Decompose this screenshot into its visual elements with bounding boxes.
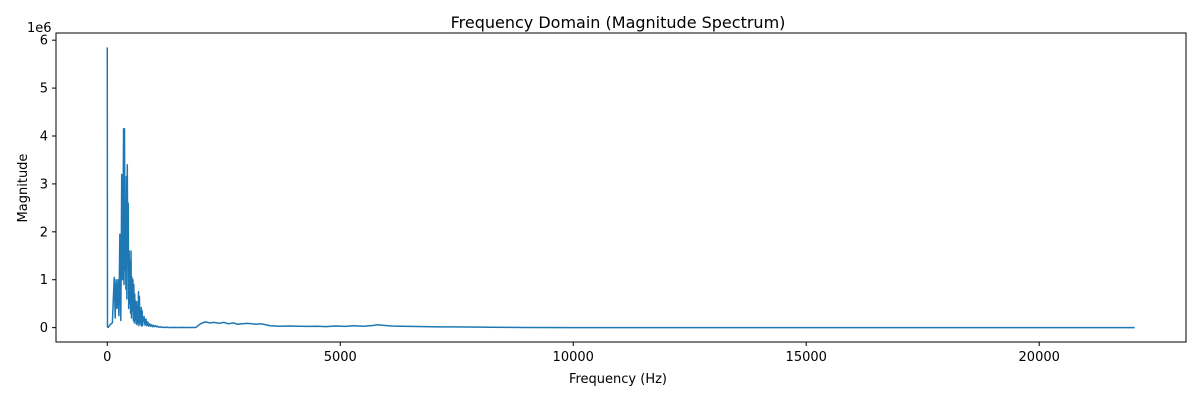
y-axis-multiplier: 1e6 (27, 21, 52, 36)
plot-frame (55, 32, 1187, 343)
plot-area: 0 5000 10000 15000 20000 0 1 2 3 4 5 6 (40, 32, 1187, 365)
y-tick-label: 2 (40, 225, 48, 240)
y-tick-label: 3 (40, 177, 48, 192)
x-tick-label: 5000 (324, 350, 357, 365)
series-line-0 (106, 47, 1135, 329)
x-tick-label: 10000 (553, 350, 594, 365)
x-tick-label: 0 (103, 350, 111, 365)
chart-title: Frequency Domain (Magnitude Spectrum) (451, 13, 786, 32)
y-tick-label: 0 (40, 321, 48, 336)
x-axis-label: Frequency (Hz) (569, 372, 667, 387)
y-tick-label: 6 (40, 34, 48, 49)
y-axis-label: Magnitude (16, 154, 31, 223)
x-tick-label: 15000 (786, 350, 827, 365)
y-tick-label: 5 (40, 82, 48, 97)
y-tick-label: 1 (40, 273, 48, 288)
y-tick-label: 4 (40, 130, 48, 145)
x-tick-label: 20000 (1019, 350, 1060, 365)
